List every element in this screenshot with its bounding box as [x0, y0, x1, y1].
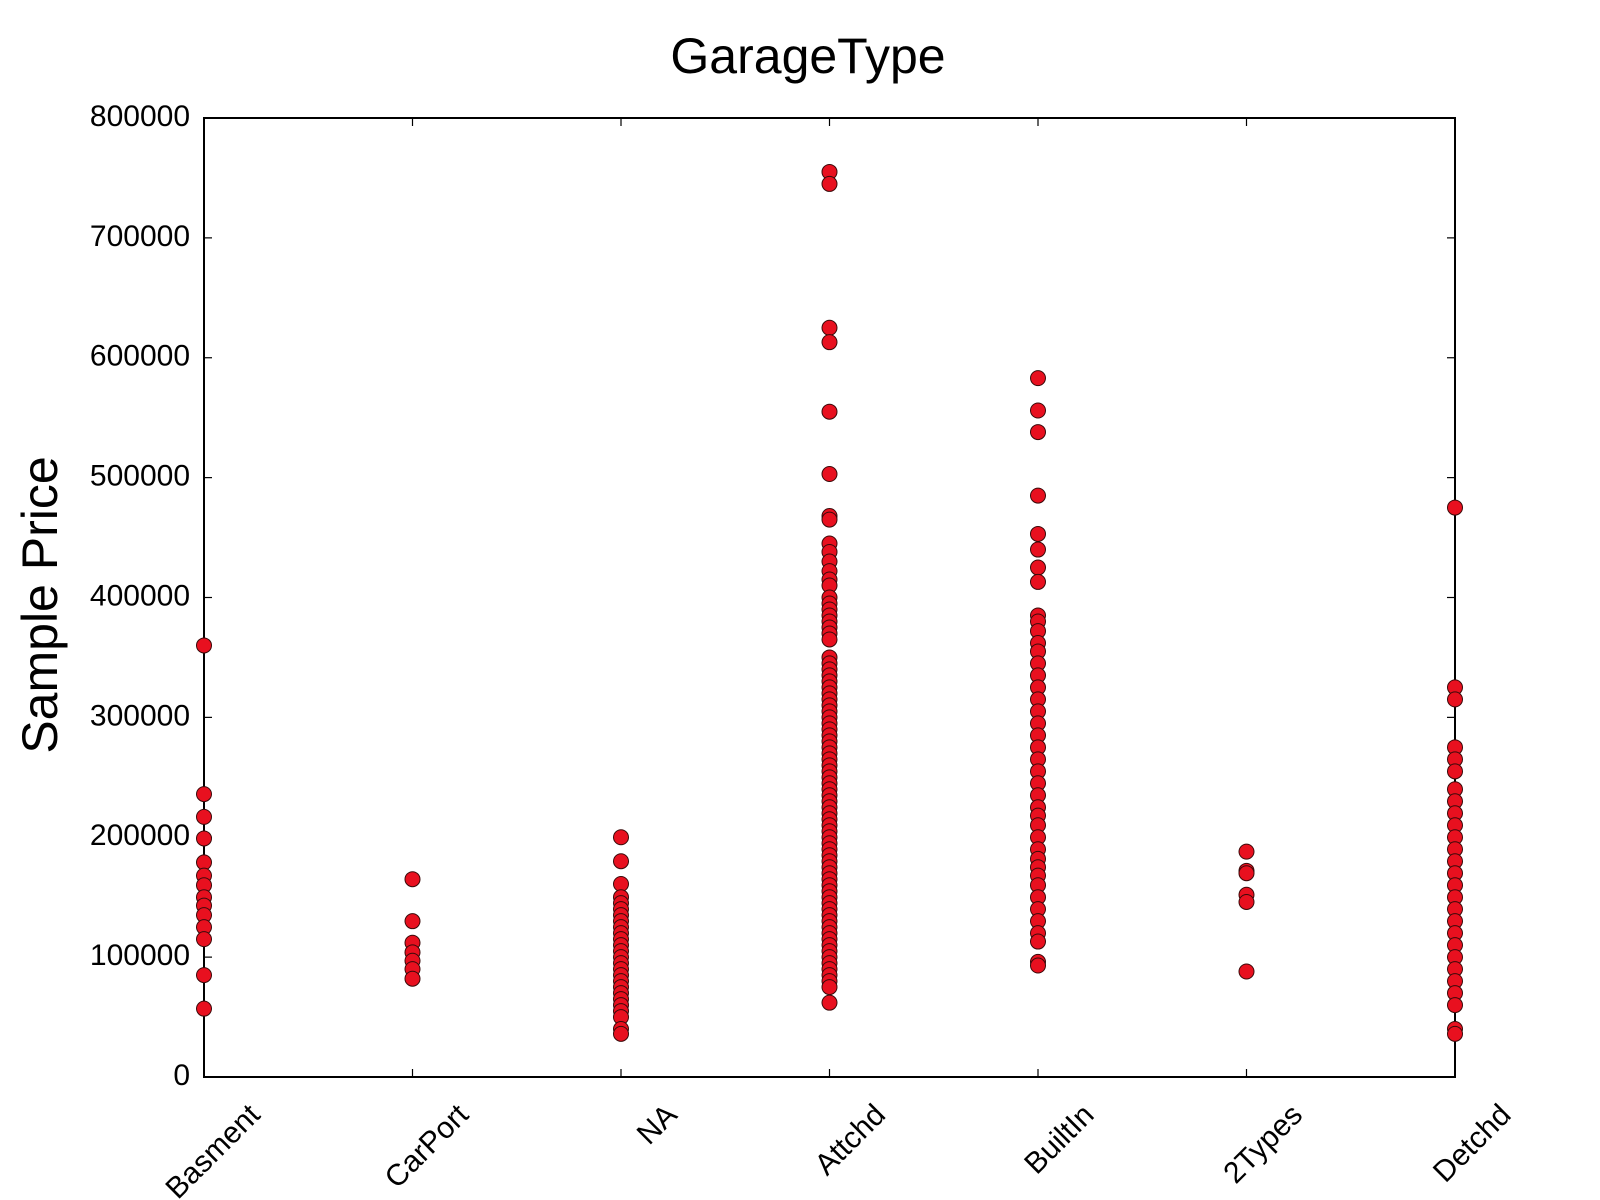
x-tick-label: Attchd	[809, 1098, 892, 1181]
point	[821, 994, 838, 1011]
y-tick-label: 700000	[90, 220, 190, 253]
y-tick-label: 400000	[90, 579, 190, 612]
point	[196, 830, 212, 847]
y-axis-label: Sample Price	[12, 456, 68, 753]
y-tick-label: 0	[173, 1059, 190, 1092]
chart-title: GarageType	[670, 28, 945, 84]
point	[1030, 559, 1046, 576]
y-tick-label: 100000	[90, 939, 190, 972]
point	[1030, 573, 1046, 590]
point	[821, 511, 838, 528]
point	[1447, 691, 1463, 708]
point	[821, 979, 838, 996]
point	[196, 786, 212, 803]
point	[1447, 499, 1463, 516]
point	[1030, 370, 1046, 387]
point	[404, 970, 421, 987]
y-tick-label: 800000	[90, 100, 190, 133]
point	[1238, 893, 1255, 910]
y-tick-label: 200000	[90, 819, 190, 852]
point	[1030, 424, 1046, 441]
point	[1030, 933, 1046, 950]
point	[1447, 1025, 1463, 1042]
point	[196, 808, 212, 825]
point	[1030, 487, 1046, 504]
point	[1030, 541, 1046, 558]
point	[196, 967, 212, 984]
point	[1030, 957, 1046, 974]
x-tick-label: CarPort	[379, 1098, 476, 1195]
point	[404, 871, 421, 888]
point	[613, 829, 629, 846]
point	[1030, 525, 1046, 542]
point	[613, 1025, 629, 1042]
y-tick-label: 600000	[90, 340, 190, 373]
point	[1030, 402, 1046, 419]
point	[821, 466, 838, 483]
point	[821, 334, 838, 351]
x-tick-label: BuiltIn	[1018, 1098, 1100, 1180]
point	[1238, 963, 1255, 980]
point	[196, 637, 212, 654]
x-tick-label: 2Types	[1217, 1098, 1309, 1190]
point	[196, 1000, 212, 1017]
x-tick-label: Basment	[160, 1098, 268, 1200]
point	[821, 319, 838, 336]
point	[1238, 865, 1255, 882]
y-tick-label: 300000	[90, 699, 190, 732]
x-tick-label: Detchd	[1427, 1098, 1518, 1189]
point	[821, 631, 838, 648]
point	[1447, 763, 1463, 780]
y-tick-label: 500000	[90, 460, 190, 493]
point	[196, 931, 212, 948]
point	[821, 175, 838, 192]
point	[821, 403, 838, 420]
point	[1238, 843, 1255, 860]
x-tick-label: NA	[631, 1098, 684, 1151]
point	[404, 913, 421, 930]
point	[613, 853, 629, 870]
point	[1447, 997, 1463, 1014]
